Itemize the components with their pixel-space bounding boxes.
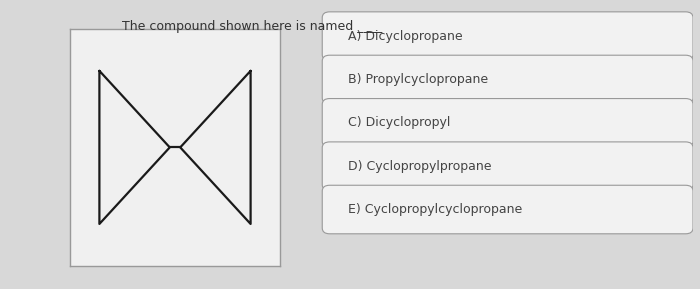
Text: E) Cyclopropylcyclopropane: E) Cyclopropylcyclopropane xyxy=(349,203,523,216)
FancyBboxPatch shape xyxy=(322,185,693,234)
FancyBboxPatch shape xyxy=(322,142,693,190)
Text: The compound shown here is named ____: The compound shown here is named ____ xyxy=(122,20,382,33)
FancyBboxPatch shape xyxy=(322,55,693,104)
FancyBboxPatch shape xyxy=(322,12,693,60)
FancyBboxPatch shape xyxy=(322,99,693,147)
Text: C) Dicyclopropyl: C) Dicyclopropyl xyxy=(349,116,451,129)
Text: A) Dicyclopropane: A) Dicyclopropane xyxy=(349,30,463,42)
Text: B) Propylcyclopropane: B) Propylcyclopropane xyxy=(349,73,489,86)
Text: D) Cyclopropylpropane: D) Cyclopropylpropane xyxy=(349,160,492,173)
